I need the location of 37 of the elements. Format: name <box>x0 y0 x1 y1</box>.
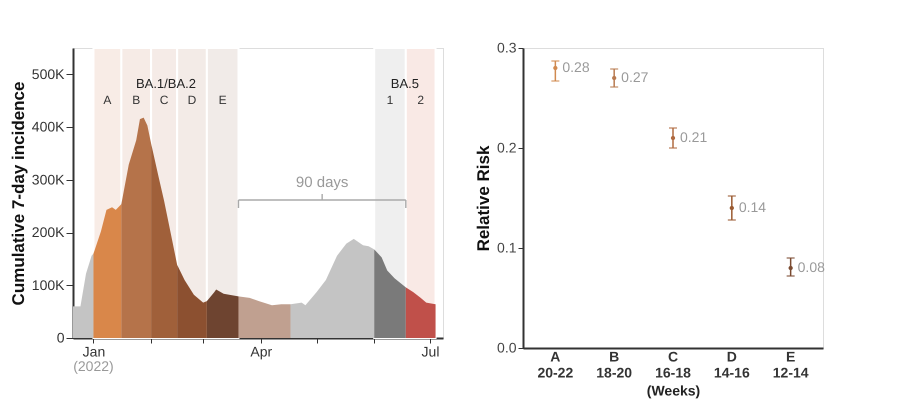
y-tick-label: 300K <box>32 171 66 188</box>
data-label: 0.28 <box>562 59 590 75</box>
x-axis-title: (Weeks) <box>646 382 700 398</box>
data-label: 0.08 <box>798 259 826 275</box>
y-tick-label: 100K <box>32 276 66 293</box>
x-tick-label: C 16-18 <box>655 348 692 380</box>
y-tick-label: 0.1 <box>497 240 517 256</box>
band-label: E <box>218 93 227 107</box>
x-tick-label: A 20-22 <box>537 348 574 380</box>
y-tick-label: 200K <box>32 224 66 240</box>
text: (2022) <box>73 358 114 374</box>
band-label: 1 <box>386 93 394 107</box>
x-tick-label: B 18-20 <box>596 348 632 380</box>
x-tick-label: Apr <box>250 344 273 360</box>
y-tick-label: 0.2 <box>497 140 517 156</box>
data-label: 0.21 <box>680 129 708 145</box>
y-tick-label: 0.3 <box>497 40 517 56</box>
data-label: 0.14 <box>738 199 766 215</box>
y-tick-label: 0 <box>56 330 65 346</box>
band-label: D <box>188 93 197 107</box>
annotation: BA.1/BA.2 <box>136 76 196 91</box>
data-label: 0.27 <box>621 69 649 85</box>
band-label: A <box>103 93 112 107</box>
y-tick-label: 400K <box>32 118 66 135</box>
x-tick-label: D 14-16 <box>714 348 750 380</box>
band-label: 2 <box>417 93 424 107</box>
x-tick-label: Jan <box>82 344 106 360</box>
y-tick-label: 0.0 <box>497 340 517 356</box>
band-label: C <box>160 93 169 107</box>
band-label: B <box>132 93 140 107</box>
y-axis-title: Relative Risk <box>474 145 494 252</box>
y-tick-label: 500K <box>32 66 66 82</box>
x-tick-label: Jul <box>422 344 440 360</box>
annotation: 90 days <box>296 174 348 191</box>
annotation: BA.5 <box>390 76 419 91</box>
y-axis-title: Cumulative 7-day incidence <box>8 82 28 306</box>
x-tick-label: E 12-14 <box>772 348 809 380</box>
